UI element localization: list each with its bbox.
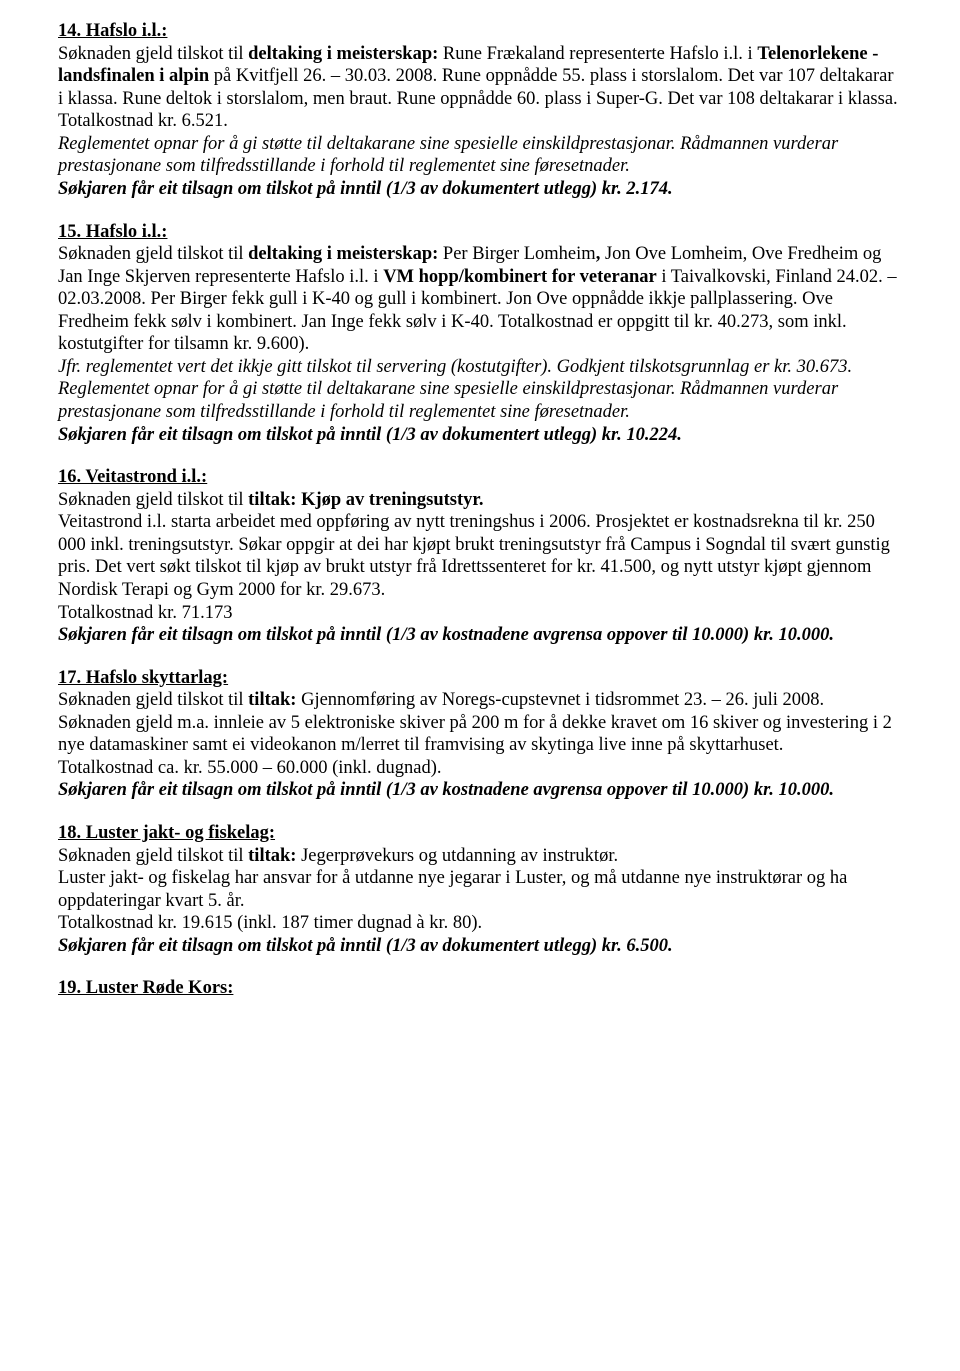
section-17: 17. Hafslo skyttarlag: Søknaden gjeld ti…	[58, 667, 902, 802]
section-18-line1: Søknaden gjeld tilskot til tiltak: Jeger…	[58, 845, 902, 868]
section-15-jfr: Jfr. reglementet vert det ikkje gitt til…	[58, 356, 902, 379]
text-bold: tiltak: Kjøp av treningsutstyr.	[248, 490, 483, 510]
text: Søknaden gjeld tilskot til	[58, 44, 248, 64]
section-18-grant: Søkjaren får eit tilsagn om tilskot på i…	[58, 935, 902, 958]
section-14-grant: Søkjaren får eit tilsagn om tilskot på i…	[58, 178, 902, 201]
section-16-grant: Søkjaren får eit tilsagn om tilskot på i…	[58, 624, 902, 647]
text-bold: tiltak:	[248, 690, 296, 710]
section-17-grant: Søkjaren får eit tilsagn om tilskot på i…	[58, 779, 902, 802]
text: Rune Frækaland representerte Hafslo i.l.…	[438, 44, 757, 64]
section-17-total: Totalkostnad ca. kr. 55.000 – 60.000 (in…	[58, 757, 902, 780]
section-18-heading: 18. Luster jakt- og fiskelag:	[58, 823, 275, 843]
text-bold: deltaking i meisterskap:	[248, 44, 438, 64]
section-18-body: Luster jakt- og fiskelag har ansvar for …	[58, 867, 902, 912]
section-18: 18. Luster jakt- og fiskelag: Søknaden g…	[58, 822, 902, 957]
text-bold: tiltak:	[248, 846, 296, 866]
text: Gjennomføring av Noregs-cupstevnet i tid…	[296, 690, 824, 710]
section-18-total: Totalkostnad kr. 19.615 (inkl. 187 timer…	[58, 912, 902, 935]
section-16: 16. Veitastrond i.l.: Søknaden gjeld til…	[58, 466, 902, 647]
section-16-body: Veitastrond i.l. starta arbeidet med opp…	[58, 511, 902, 601]
section-17-body: Søknaden gjeld m.a. innleie av 5 elektro…	[58, 712, 902, 757]
text-bold: ,	[596, 244, 605, 264]
text-bold: deltaking i meisterskap:	[248, 244, 443, 264]
section-15-reg: Reglementet opnar for å gi støtte til de…	[58, 378, 902, 423]
text: Søknaden gjeld tilskot til	[58, 690, 248, 710]
section-16-line1: Søknaden gjeld tilskot til tiltak: Kjøp …	[58, 489, 902, 512]
text: Jegerprøvekurs og utdanning av instruktø…	[296, 846, 618, 866]
text: Per Birger Lomheim	[443, 244, 596, 264]
section-16-heading: 16. Veitastrond i.l.:	[58, 467, 207, 487]
section-15-heading: 15. Hafslo i.l.:	[58, 222, 167, 242]
text: Søknaden gjeld tilskot til	[58, 244, 248, 264]
section-16-total: Totalkostnad kr. 71.173	[58, 602, 902, 625]
text: Søknaden gjeld tilskot til	[58, 490, 248, 510]
section-14-reg: Reglementet opnar for å gi støtte til de…	[58, 133, 902, 178]
section-19: 19. Luster Røde Kors:	[58, 977, 902, 1000]
section-14: 14. Hafslo i.l.: Søknaden gjeld tilskot …	[58, 20, 902, 201]
section-19-heading: 19. Luster Røde Kors:	[58, 978, 233, 998]
section-15: 15. Hafslo i.l.: Søknaden gjeld tilskot …	[58, 221, 902, 447]
text-bold: VM hopp/kombinert for veteranar	[383, 267, 657, 287]
section-14-body: Søknaden gjeld tilskot til deltaking i m…	[58, 43, 902, 133]
section-15-grant: Søkjaren får eit tilsagn om tilskot på i…	[58, 424, 902, 447]
text: Søknaden gjeld tilskot til	[58, 846, 248, 866]
section-17-line1: Søknaden gjeld tilskot til tiltak: Gjenn…	[58, 689, 902, 712]
section-14-heading: 14. Hafslo i.l.:	[58, 21, 167, 41]
section-17-heading: 17. Hafslo skyttarlag:	[58, 668, 228, 688]
section-15-body: Søknaden gjeld tilskot til deltaking i m…	[58, 243, 902, 356]
